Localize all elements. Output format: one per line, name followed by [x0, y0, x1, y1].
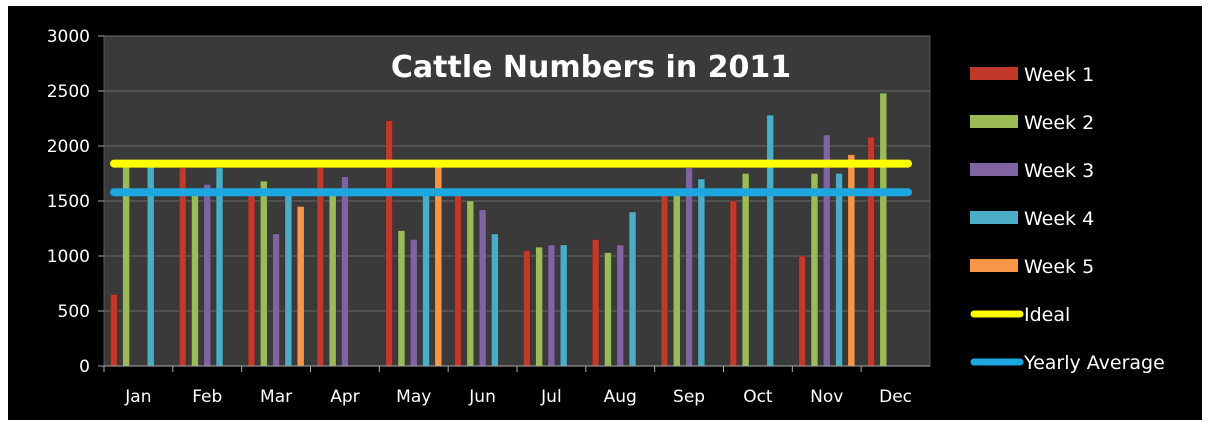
bar-week-3 [410, 239, 418, 367]
legend-label: Week 5 [1024, 256, 1094, 278]
bar-week-5 [847, 154, 855, 367]
y-tick-label: 0 [79, 357, 90, 377]
bar-week-1 [660, 195, 669, 367]
bar-week-5 [297, 206, 305, 367]
bar-week-3 [341, 176, 349, 367]
legend-label: Ideal [1024, 304, 1070, 326]
bar-week-1 [247, 195, 256, 367]
x-tick-label: Sep [673, 387, 705, 407]
legend-swatch [970, 211, 1018, 224]
y-tick-label: 3000 [47, 27, 90, 47]
bar-week-2 [397, 230, 406, 367]
bar-week-2 [191, 195, 199, 367]
bar-week-4 [835, 173, 843, 367]
bar-week-3 [478, 209, 487, 367]
x-tick-label: Apr [330, 387, 359, 407]
legend-label: Week 2 [1024, 112, 1094, 134]
bar-week-3 [823, 134, 831, 367]
x-tick-label: Oct [743, 387, 773, 407]
bar-week-2 [260, 180, 268, 367]
chart-frame: 0 500 1000 1500 2000 2500 3000 Jan Feb Mar Apr May… [8, 6, 1202, 420]
legend-swatch [970, 115, 1018, 128]
x-tick-label: Mar [260, 387, 292, 407]
bar-week-1 [798, 255, 806, 367]
reference-lines [110, 159, 912, 197]
bar-week-4 [491, 233, 499, 367]
bar-week-1 [592, 239, 600, 367]
bar-week-1 [316, 167, 324, 367]
bar-week-1 [729, 200, 737, 367]
legend-swatch [970, 67, 1018, 80]
legend-label: Week 3 [1024, 160, 1094, 182]
x-tick-label: Jan [124, 387, 151, 407]
legend-label: Yearly Average [1023, 352, 1165, 374]
bar-week-2 [535, 246, 543, 367]
bar-week-2 [810, 173, 819, 367]
bar-week-2 [879, 92, 887, 367]
y-tick-label: 1000 [47, 247, 90, 267]
bar-week-2 [673, 195, 681, 367]
y-axis: 0 500 1000 1500 2000 2500 3000 [47, 27, 104, 377]
bar-week-3 [616, 244, 624, 367]
y-tick-label: 1500 [47, 192, 90, 212]
x-tick-label: Feb [192, 387, 222, 407]
x-tick-label: Aug [604, 387, 637, 407]
bar-week-4 [215, 167, 224, 367]
legend: Week 1 Week 2 Week 3 Week 4 Week 5 Ideal Yearl… [970, 64, 1165, 374]
x-tick-label: Jun [468, 387, 496, 407]
bar-week-2 [328, 195, 337, 367]
y-tick-label: 500 [58, 302, 90, 322]
bar-week-3 [547, 244, 556, 367]
bar-week-2 [604, 252, 612, 367]
chart-svg: 0 500 1000 1500 2000 2500 3000 Jan Feb Mar Apr May… [47, 27, 1165, 407]
legend-swatch [970, 259, 1018, 272]
bar-week-4 [284, 195, 293, 367]
bar-week-3 [685, 167, 693, 367]
bar-week-3 [203, 184, 211, 367]
x-tick-label: May [396, 387, 431, 407]
x-tick-label: Nov [810, 387, 843, 407]
bar-week-1 [385, 120, 393, 367]
legend-label: Week 1 [1024, 64, 1094, 86]
legend-label: Week 4 [1024, 208, 1094, 230]
bar-week-4 [766, 114, 774, 367]
x-axis: Jan Feb Mar Apr May Jun Jul Aug Sep Oct Nov Dec [103, 365, 930, 407]
bar-week-1 [867, 136, 875, 367]
bar-week-3 [272, 233, 280, 367]
bar-week-2 [466, 200, 474, 367]
bar-week-4 [697, 178, 706, 367]
chart-title: Cattle Numbers in 2011 [391, 50, 791, 85]
bar-week-2 [741, 173, 750, 367]
bar-week-1 [179, 167, 187, 367]
y-tick-label: 2000 [47, 137, 90, 157]
y-tick-label: 2500 [47, 82, 90, 102]
x-tick-label: Jul [540, 387, 562, 407]
bar-week-4 [422, 195, 430, 367]
bar-week-1 [523, 250, 531, 367]
x-tick-label: Dec [879, 387, 912, 407]
legend-swatch [970, 163, 1018, 176]
bar-week-1 [110, 294, 118, 367]
bar-week-1 [454, 195, 462, 367]
bar-week-4 [628, 211, 637, 367]
bar-week-4 [560, 244, 568, 367]
